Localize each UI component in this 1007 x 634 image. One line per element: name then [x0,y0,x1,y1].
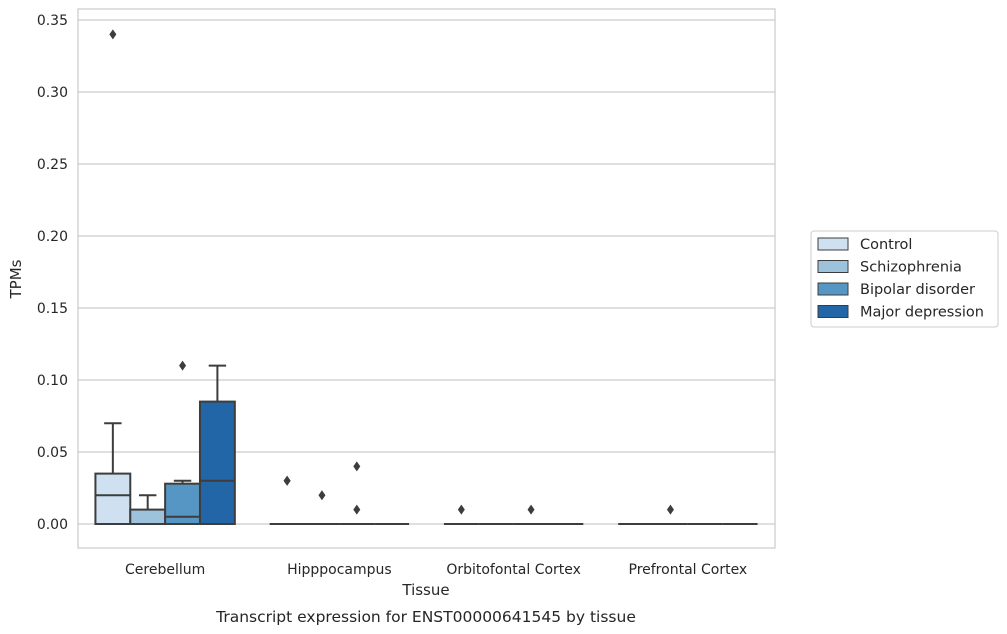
plot-frame [77,8,776,549]
legend-label: Control [860,237,912,253]
x-axis-label: Tissue [401,581,449,599]
outliers-layer [109,29,674,515]
x-tick-label: Prefrontal Cortex [629,562,748,578]
box-body [198,400,236,526]
outlier-point [527,504,535,515]
outlier-point [457,504,465,515]
legend-label: Bipolar disorder [860,282,975,298]
legend-swatch [817,260,849,273]
box-body [164,482,201,525]
y-tick-label: 0.20 [37,229,68,245]
x-tick-label: Orbitofontal Cortex [446,562,581,578]
outlier-point [318,490,326,501]
box-body [129,508,167,526]
outlier-point [353,504,361,515]
y-axis-label: TPMs [7,259,25,299]
box-body [94,472,132,526]
legend-swatch [817,282,849,296]
outlier-point [179,360,187,371]
outlier-point [283,475,291,486]
legend-frame [810,230,999,328]
legend-swatch [817,305,849,318]
chart-caption: Transcript expression for ENST0000064154… [215,608,636,626]
boxes-layer [94,364,758,526]
legend-swatch [817,237,849,251]
y-tick-label: 0.10 [37,373,68,389]
box-major-depression [198,364,236,526]
box-control [94,422,132,526]
x-tick-label: Cerebellum [125,562,205,578]
legend: Control Schizophrenia Bipolar disorder Majo… [810,230,999,328]
x-tick-labels: Cerebellum Hipppocampus Orbitofontal Corte… [125,562,747,578]
box-bipolar-disorder [164,479,201,525]
outlier-point [109,29,117,40]
y-tick-label: 0.35 [37,13,68,29]
y-tick-label: 0.05 [37,445,68,461]
outlier-point [353,461,361,472]
y-tick-labels: 0.00 0.05 0.10 0.15 0.20 0.25 0.30 0.35 [37,13,68,533]
outlier-point [666,504,674,515]
x-tick-label: Hipppocampus [287,562,392,578]
y-tick-label: 0.25 [37,157,68,173]
legend-label: Major depression [860,305,984,321]
y-tick-label: 0.30 [37,85,68,101]
legend-label: Schizophrenia [860,260,962,276]
y-tick-label: 0.15 [37,301,68,317]
y-tick-label: 0.00 [37,517,68,533]
